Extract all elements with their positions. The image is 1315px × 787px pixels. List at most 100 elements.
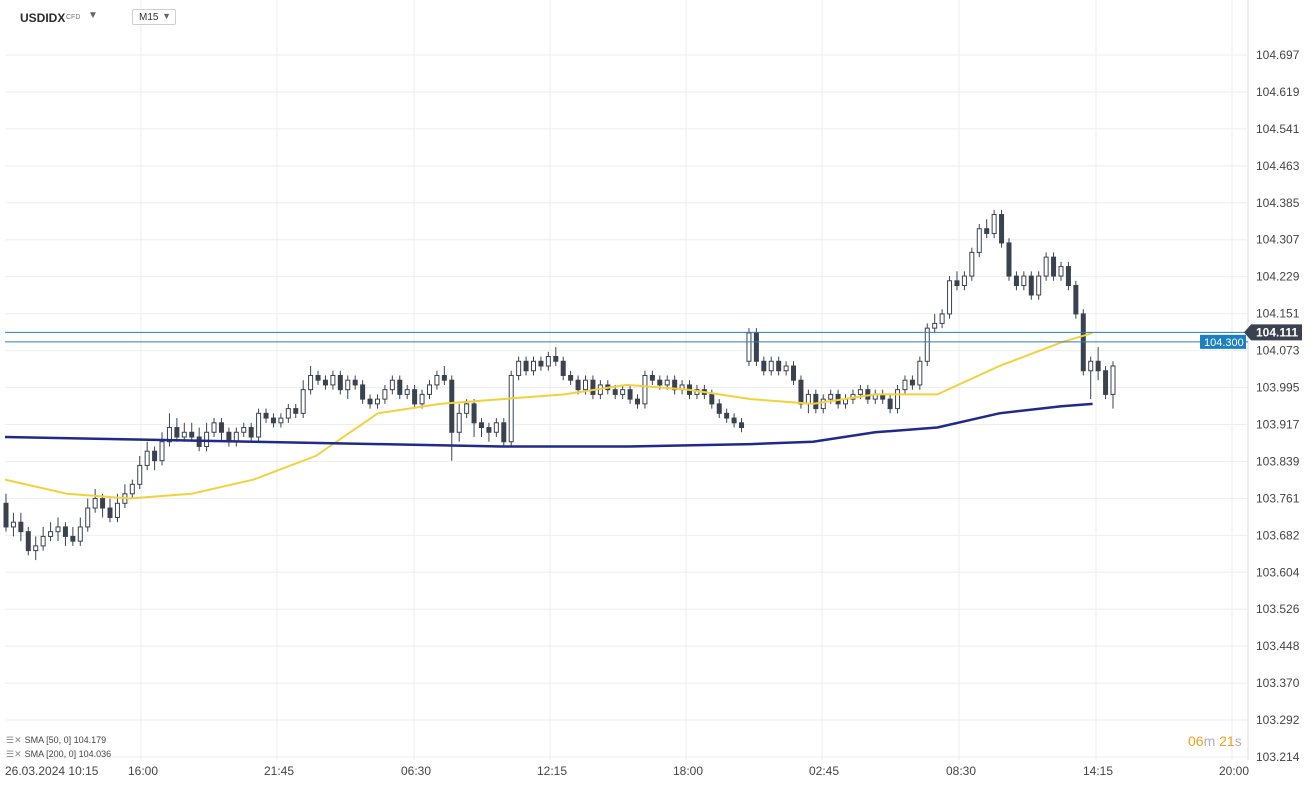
timeframe-select[interactable]: M15 ▼ (132, 9, 176, 25)
candle-body (352, 379, 358, 386)
legend-sma200-label: SMA [200, 0] 104.036 (24, 749, 112, 759)
countdown-minutes: 06 (1188, 733, 1204, 749)
candle-body (337, 374, 343, 391)
sma50-line (4, 331, 1093, 500)
candle-body (419, 393, 425, 405)
candle-body (1006, 242, 1012, 277)
candle-body (820, 398, 826, 410)
candle-body (731, 417, 737, 424)
candle-body (798, 379, 804, 405)
candle-body (263, 412, 269, 419)
candle-body (285, 408, 291, 419)
y-tick-label: 103.682 (1256, 528, 1300, 542)
candle-body (62, 526, 68, 537)
candle-body (315, 374, 321, 381)
candle-body (181, 431, 187, 438)
candle-body (635, 398, 641, 405)
level-price-label: 104.300 (1204, 337, 1244, 349)
candle-body (471, 403, 477, 424)
candle-body (434, 374, 440, 386)
legend-sma200[interactable]: ☰✕ SMA [200, 0] 104.036 (6, 749, 111, 760)
candle-body (887, 398, 893, 410)
sma200-line (4, 402, 1093, 448)
x-tick-label: 12:15 (537, 764, 567, 778)
candle-body (114, 502, 120, 518)
candle-body (159, 441, 165, 462)
candle-body (642, 374, 648, 405)
indicator-settings-icon[interactable]: ☰✕ (6, 735, 22, 745)
y-tick-label: 103.214 (1256, 750, 1300, 764)
candle-body (909, 379, 915, 386)
candle-body (3, 502, 9, 528)
x-tick-label: 26.03.2024 10:15 (5, 764, 99, 778)
candle-body (709, 393, 715, 405)
candle-body (917, 360, 923, 386)
y-tick-label: 104.541 (1256, 122, 1300, 136)
y-tick-label: 103.917 (1256, 417, 1300, 431)
candle-body (895, 389, 901, 410)
candle-body (441, 374, 447, 381)
candle-body (412, 389, 418, 405)
candle-body (954, 280, 960, 287)
countdown-seconds: 21 (1219, 733, 1235, 749)
candle-body (137, 464, 143, 485)
candle-body (1051, 256, 1057, 277)
candle-body (1073, 285, 1079, 315)
indicator-settings-icon[interactable]: ☰✕ (6, 749, 22, 759)
candle-body (204, 431, 210, 447)
legend-sma50[interactable]: ☰✕ SMA [50, 0] 104.179 (6, 735, 106, 746)
candle-body (753, 332, 759, 362)
candle-body (1103, 370, 1109, 395)
candle-body (464, 403, 470, 414)
candle-body (716, 403, 722, 414)
y-tick-label: 104.697 (1256, 48, 1300, 62)
candle-body (1095, 360, 1101, 372)
candle-body (501, 422, 507, 443)
countdown-min-unit: m (1203, 733, 1216, 749)
candle-body (902, 379, 908, 391)
candle-body (278, 417, 284, 424)
candle-body (568, 374, 574, 381)
candle-body (984, 228, 990, 234)
candle-body (33, 545, 39, 552)
candle-body (553, 356, 559, 362)
candle-body (248, 427, 254, 438)
y-tick-label: 104.307 (1256, 233, 1300, 247)
y-tick-label: 103.604 (1256, 565, 1300, 579)
y-tick-label: 103.526 (1256, 602, 1300, 616)
x-tick-label: 02:45 (809, 764, 839, 778)
y-tick-label: 103.761 (1256, 491, 1300, 505)
candle-body (345, 379, 351, 391)
candle-body (813, 393, 819, 410)
candle-body (308, 374, 314, 391)
x-tick-label: 21:45 (264, 764, 294, 778)
candle-body (1065, 266, 1071, 287)
candle-body (100, 498, 106, 509)
candle-body (1058, 266, 1064, 277)
x-tick-label: 18:00 (673, 764, 703, 778)
candle-body (374, 398, 380, 405)
y-tick-label: 103.995 (1256, 381, 1300, 395)
symbol-dropdown-icon[interactable]: ▼ (88, 10, 98, 21)
candle-body (516, 360, 522, 376)
candle-body (166, 427, 172, 443)
candle-body (560, 360, 566, 376)
candle-body (152, 450, 158, 462)
candle-body (657, 379, 663, 386)
timeframe-label: M15 (139, 12, 159, 23)
y-tick-label: 104.229 (1256, 270, 1300, 284)
candle-body (85, 507, 91, 528)
candle-body (48, 531, 54, 537)
candle-body (999, 214, 1005, 244)
x-tick-label: 20:00 (1219, 764, 1249, 778)
candle-body (530, 360, 536, 372)
y-tick-label: 104.463 (1256, 159, 1300, 173)
symbol-name[interactable]: USDIDX (20, 11, 66, 25)
candle-body (627, 389, 633, 400)
candle-body (791, 365, 797, 381)
candle-body (360, 384, 366, 400)
current-price-label: 104.111 (1256, 325, 1298, 339)
candle-body (211, 422, 217, 433)
candle-body (270, 417, 276, 424)
